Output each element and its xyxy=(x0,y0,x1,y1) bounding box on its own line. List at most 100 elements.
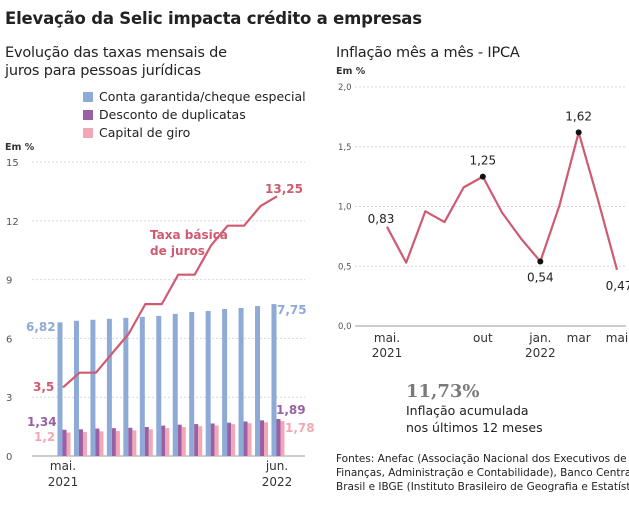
bar-desconto-duplicatas xyxy=(144,426,149,456)
right-x-tick-label: mai xyxy=(606,331,628,345)
ipca-data-label: 0,54 xyxy=(527,270,554,284)
bar-conta-garantida xyxy=(222,309,228,456)
bar-capital-giro xyxy=(148,429,153,456)
bar-desconto-duplicatas xyxy=(78,429,83,456)
left-chart-unit-label: Em % xyxy=(5,142,35,153)
right-x-tick-label: 2022 xyxy=(525,346,556,360)
bar-desconto-duplicatas xyxy=(128,427,133,456)
left-x-tick-label: 2021 xyxy=(48,475,79,489)
bar-capital-giro xyxy=(181,426,186,456)
source-line-2: Finanças, Administração e Contabilidade)… xyxy=(336,467,629,479)
right-y-tick-label: 1,5 xyxy=(338,143,352,153)
accumulated-inflation-value: 11,73% xyxy=(406,381,480,402)
bar-conta-garantida xyxy=(123,317,129,456)
bar-conta-garantida xyxy=(156,315,162,456)
accumulated-inflation-label-line-1: Inflação acumulada xyxy=(406,403,529,418)
legend-swatch-desconto-duplicatas xyxy=(83,109,93,120)
legend-item-desconto-duplicatas: Desconto de duplicatas xyxy=(83,107,246,122)
bar-conta-garantida xyxy=(255,306,261,456)
legend-label-conta-garantida: Conta garantida/cheque especial xyxy=(99,89,306,104)
bar-capital-giro xyxy=(198,426,203,456)
source-line-3: Brasil e IBGE (Instituto Brasileiro de G… xyxy=(336,481,629,493)
bar-conta-garantida xyxy=(106,318,112,456)
interest-rates-bar-chart: Em % 0 3 6 9 12 15 Taxa básica de juros mai. 2021 j… xyxy=(5,142,315,489)
left-data-label: 1,2 xyxy=(34,430,55,444)
legend-swatch-capital-giro xyxy=(83,127,93,138)
bar-desconto-duplicatas xyxy=(161,425,166,456)
selic-line-label-2: de juros xyxy=(150,244,205,258)
left-x-tick-label: mai. xyxy=(50,459,76,473)
bar-capital-giro xyxy=(214,425,219,456)
left-y-tick-label: 3 xyxy=(6,393,12,404)
bar-capital-giro xyxy=(280,421,285,456)
bar-conta-garantida xyxy=(57,322,63,456)
legend-swatch-conta-garantida xyxy=(83,91,93,102)
ipca-point-marker xyxy=(575,129,582,136)
ipca-point-marker xyxy=(479,173,486,180)
left-data-label: 3,5 xyxy=(33,380,54,394)
bar-desconto-duplicatas xyxy=(194,424,199,456)
left-chart-subtitle-line-1: Evolução das taxas mensais de xyxy=(5,45,227,61)
left-y-tick-label: 0 xyxy=(6,452,12,463)
bar-conta-garantida xyxy=(90,319,96,456)
right-y-tick-label: 0,5 xyxy=(338,262,352,272)
bar-desconto-duplicatas xyxy=(62,429,67,456)
right-x-tick-label: 2021 xyxy=(372,346,403,360)
bar-conta-garantida xyxy=(189,311,195,456)
legend-item-capital-giro: Capital de giro xyxy=(83,125,190,140)
right-x-tick-label: out xyxy=(473,331,493,345)
ipca-data-label: 0,83 xyxy=(368,212,395,226)
bar-capital-giro xyxy=(231,424,236,456)
ipca-line xyxy=(386,131,619,271)
ipca-line-chart: Em % 0,0 0,5 1,0 1,5 2,0 0,83 1,25 0,54 1,62 0,47 m… xyxy=(336,66,629,360)
right-y-tick-label: 1,0 xyxy=(338,203,352,213)
selic-line-label-1: Taxa básica xyxy=(150,228,228,242)
bar-capital-giro xyxy=(132,430,137,456)
bar-desconto-duplicatas xyxy=(227,422,232,456)
ipca-data-label: 1,62 xyxy=(565,109,592,123)
main-title: Elevação da Selic impacta crédito a empr… xyxy=(5,9,422,28)
bar-desconto-duplicatas xyxy=(95,428,100,456)
ipca-data-label: 0,47 xyxy=(606,279,629,293)
bar-capital-giro xyxy=(165,428,170,456)
left-x-tick-label: jun. xyxy=(265,459,288,473)
bar-desconto-duplicatas xyxy=(243,421,248,456)
left-y-tick-label: 12 xyxy=(6,217,19,228)
ipca-data-label: 1,25 xyxy=(469,154,496,168)
bar-desconto-duplicatas xyxy=(260,420,265,456)
bar-conta-garantida xyxy=(73,320,79,456)
bar-capital-giro xyxy=(115,430,120,456)
source-line-1: Fontes: Anefac (Associação Nacional dos … xyxy=(336,453,627,465)
bar-capital-giro xyxy=(66,432,71,456)
right-chart-subtitle: Inflação mês a mês - IPCA xyxy=(336,45,520,61)
ipca-point-marker xyxy=(537,258,544,265)
legend-label-capital-giro: Capital de giro xyxy=(99,125,191,140)
right-x-tick-label: jan. xyxy=(528,331,551,345)
bar-desconto-duplicatas xyxy=(276,418,281,456)
bar-capital-giro xyxy=(99,431,104,456)
right-x-tick-label: mai. xyxy=(374,331,400,345)
left-x-tick-label: 2022 xyxy=(262,475,293,489)
bar-capital-giro xyxy=(247,423,252,456)
left-data-label: 13,25 xyxy=(265,182,303,196)
right-x-tick-label: mar xyxy=(567,331,591,345)
bar-conta-garantida xyxy=(238,308,244,456)
bar-conta-garantida xyxy=(139,316,145,456)
left-chart-subtitle-line-2: juros para pessoas jurídicas xyxy=(5,63,201,79)
bar-capital-giro xyxy=(264,422,269,456)
bar-desconto-duplicatas xyxy=(111,428,116,456)
left-data-label: 1,34 xyxy=(27,415,57,429)
bar-conta-garantida xyxy=(205,310,211,456)
left-data-label: 1,89 xyxy=(276,403,306,417)
legend-item-conta-garantida: Conta garantida/cheque especial xyxy=(83,89,306,104)
left-y-tick-label: 6 xyxy=(6,334,12,345)
right-y-tick-label: 0,0 xyxy=(338,322,352,332)
left-data-label: 6,82 xyxy=(26,320,56,334)
bar-desconto-duplicatas xyxy=(177,424,182,456)
left-y-tick-label: 15 xyxy=(6,158,19,169)
accumulated-inflation-label-line-2: nos últimos 12 meses xyxy=(406,420,543,435)
bar-conta-garantida xyxy=(271,304,277,456)
bar-capital-giro xyxy=(82,432,87,456)
right-chart-unit-label: Em % xyxy=(336,66,366,77)
bar-conta-garantida xyxy=(172,313,178,456)
